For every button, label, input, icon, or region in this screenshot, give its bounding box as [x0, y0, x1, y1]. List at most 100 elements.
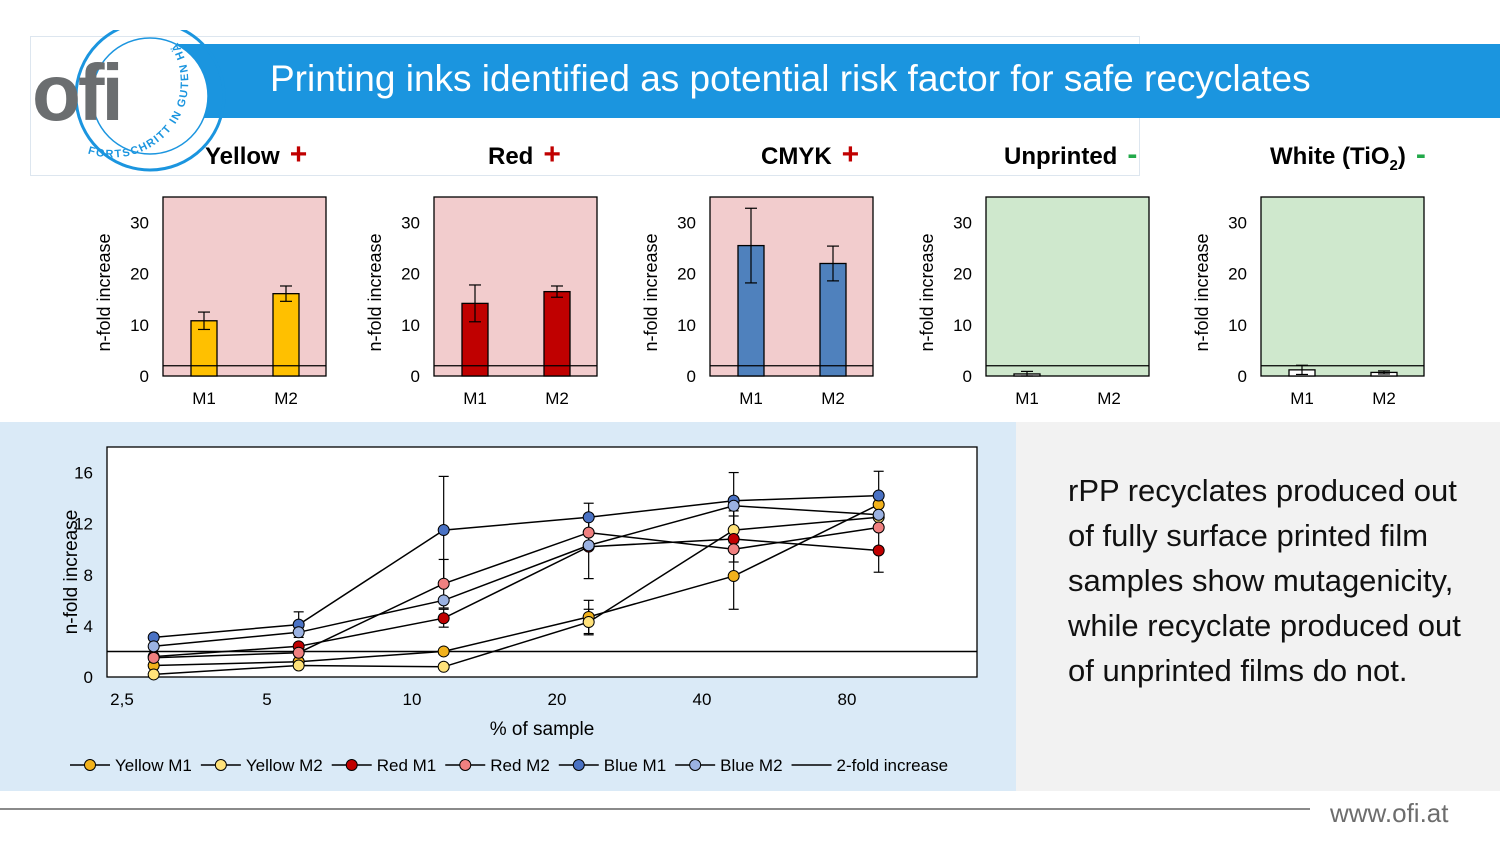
- x-tick-label: 10: [403, 690, 422, 709]
- legend-label: Yellow M1: [115, 756, 192, 775]
- y-tick-label: 10: [677, 316, 696, 335]
- title-band: [150, 44, 1500, 118]
- legend-marker: [214, 759, 227, 771]
- data-point: [727, 533, 740, 545]
- y-tick-label: 30: [1228, 214, 1247, 233]
- bar-chart-0: 0 10 20 30 n-fold increase M1 M2: [94, 196, 327, 408]
- bar-chart-2: 0 10 20 30 n-fold increase M1 M2: [641, 196, 874, 408]
- y-tick-label: 30: [953, 214, 972, 233]
- legend-marker: [345, 759, 358, 771]
- legend: Yellow M1 Yellow M2 Red M1 Red M2 Blue M1 Blu…: [70, 756, 948, 775]
- data-point: [437, 612, 450, 625]
- y-tick-label: 8: [84, 566, 93, 585]
- y-tick-label: 10: [1228, 316, 1247, 335]
- y-tick-label: 10: [130, 316, 149, 335]
- ink-label-cmyk: CMYK +: [761, 138, 860, 171]
- bar: [543, 290, 571, 377]
- logo-word: ofi: [32, 48, 121, 137]
- bar: [272, 293, 300, 377]
- series-line: [153, 538, 879, 658]
- y-tick-label: 0: [411, 367, 420, 386]
- result-sign: -: [1415, 138, 1426, 171]
- data-point: [147, 640, 160, 653]
- series-line: [153, 505, 879, 648]
- plot-area: [709, 196, 874, 377]
- y-axis-label: n-fold increase: [94, 233, 114, 351]
- page-title: Printing inks identified as potential ri…: [270, 58, 1311, 99]
- legend-marker: [689, 759, 702, 771]
- x-tick-label: M1: [1290, 389, 1314, 408]
- data-point: [292, 646, 305, 659]
- series-line: [153, 526, 879, 659]
- data-point: [437, 645, 450, 658]
- bar-charts: 0 10 20 30 n-fold increase M1 M2 0 10 20 30 n-fold …: [94, 196, 1425, 408]
- data-point: [437, 594, 450, 607]
- y-tick-label: 20: [401, 265, 420, 284]
- logo-ring-inner: [91, 37, 209, 155]
- plot-area: [433, 196, 598, 377]
- x-tick-label: M2: [1372, 389, 1396, 408]
- legend-marker: [572, 759, 585, 771]
- data-point: [292, 659, 305, 672]
- bar: [819, 262, 847, 377]
- result-sign: +: [841, 138, 860, 171]
- x-tick-label: 40: [693, 690, 712, 709]
- y-tick-label: 30: [130, 214, 149, 233]
- data-point: [147, 668, 160, 681]
- data-point: [582, 539, 595, 552]
- series-line: [153, 494, 879, 639]
- plot-area: [106, 446, 978, 678]
- x-tick-label: 2,5: [110, 690, 134, 709]
- legend-label: 2-fold increase: [837, 756, 949, 775]
- data-point: [437, 660, 450, 673]
- x-tick-label: M2: [1097, 389, 1121, 408]
- y-tick-label: 4: [84, 617, 93, 636]
- plot-area: [1260, 196, 1425, 377]
- ofi-logo: FORTSCHRITT IN GUTEN HÄNDEN ofi: [26, 30, 226, 172]
- ink-label-white: White (TiO2) -: [1270, 138, 1426, 174]
- y-axis-label: n-fold increase: [365, 233, 385, 351]
- x-tick-label: M1: [463, 389, 487, 408]
- y-axis-label: n-fold increase: [917, 233, 937, 351]
- data-point: [872, 508, 885, 521]
- ink-label-yellow: Yellow +: [205, 138, 308, 171]
- result-sign: +: [543, 138, 561, 171]
- legend-marker: [84, 759, 96, 771]
- y-tick-label: 20: [130, 265, 149, 284]
- logo-ring-outer: [74, 30, 226, 172]
- legend-marker: [459, 759, 472, 771]
- x-tick-label: 80: [838, 690, 857, 709]
- legend-label: Blue M1: [604, 756, 666, 775]
- summary-text: rPP recyclates produced out of fully sur…: [1068, 473, 1461, 688]
- bar-chart-1: 0 10 20 30 n-fold increase M1 M2: [365, 196, 598, 408]
- y-axis-label: n-fold increase: [61, 510, 82, 635]
- legend-label: Blue M2: [720, 756, 782, 775]
- dose-response-chart: 0 4 8 12 16 2,5 5 10 20 40 80 % of sample n-fold inc…: [61, 446, 978, 775]
- data-point: [147, 651, 160, 664]
- x-tick-label: 20: [548, 690, 567, 709]
- y-tick-label: 16: [74, 464, 93, 483]
- y-tick-label: 10: [401, 316, 420, 335]
- series-line: [153, 503, 880, 667]
- data-point: [872, 544, 885, 557]
- result-sign: -: [1127, 138, 1138, 171]
- bar-chart-4: 0 10 20 30 n-fold increase M1 M2: [1192, 196, 1425, 408]
- plot-area: [162, 196, 327, 377]
- x-tick-label: M2: [821, 389, 845, 408]
- y-tick-label: 10: [953, 316, 972, 335]
- y-tick-label: 20: [677, 265, 696, 284]
- summary-panel: [1016, 422, 1500, 791]
- data-point: [437, 524, 450, 537]
- footer-url: www.ofi.at: [1330, 798, 1449, 828]
- x-tick-label: M1: [739, 389, 763, 408]
- data-point: [582, 511, 595, 524]
- y-axis-label: n-fold increase: [641, 233, 661, 351]
- x-axis-label: % of sample: [490, 719, 595, 740]
- data-point: [437, 577, 450, 590]
- y-tick-label: 12: [74, 515, 93, 534]
- bar-chart-3: 0 10 20 30 n-fold increase M1 M2: [917, 196, 1150, 408]
- x-tick-label: M2: [545, 389, 569, 408]
- plot-area: [985, 196, 1150, 377]
- ink-label-unprinted: Unprinted -: [1004, 138, 1138, 171]
- y-tick-label: 30: [677, 214, 696, 233]
